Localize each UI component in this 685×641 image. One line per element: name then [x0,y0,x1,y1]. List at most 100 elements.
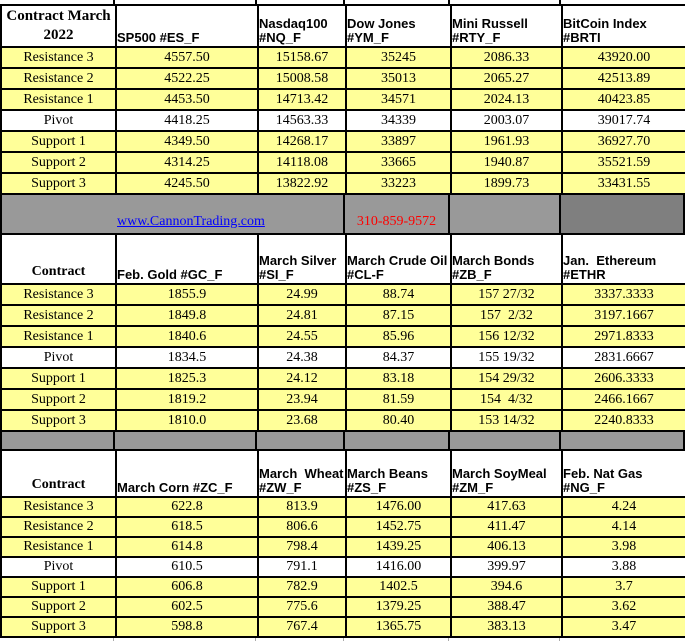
row-support-2: Support 2 1819.2 23.94 81.59 154 4/32 2466.16… [0,388,685,411]
value-cell: 618.5 [115,516,259,538]
banner-dark-cell [561,195,683,233]
value-cell: 24.99 [257,283,347,306]
row-label: Support 2 [0,151,117,174]
value-cell: 1476.00 [345,496,452,518]
row-support-2: Support 2 602.5 775.6 1379.25 388.47 3.62 [0,596,685,618]
row-label: Support 1 [0,576,117,598]
value-cell: 153 14/32 [450,409,563,432]
row-label: Pivot [0,109,117,132]
value-cell: 4557.50 [115,46,259,69]
cannon-trading-link[interactable]: www.CannonTrading.com [117,214,265,229]
value-cell: 602.5 [115,596,259,618]
row-resistance-3: Resistance 3 622.8 813.9 1476.00 417.63 4.24 [0,496,685,518]
value-cell: 2240.8333 [561,409,685,432]
top-gridline-sliver [0,0,685,4]
value-cell: 2065.27 [450,67,563,90]
value-cell: 80.40 [345,409,452,432]
row-support-1: Support 1 606.8 782.9 1402.5 394.6 3.7 [0,576,685,598]
value-cell: 157 27/32 [450,283,563,306]
value-cell: 394.6 [450,576,563,598]
row-pivot: Pivot 4418.25 14563.33 34339 2003.07 39017.74 [0,109,685,132]
row-label: Resistance 3 [0,283,117,306]
value-cell: 2831.6667 [561,346,685,369]
value-cell: 35245 [345,46,452,69]
value-cell: 1899.73 [450,172,563,195]
row-resistance-2: Resistance 2 618.5 806.6 1452.75 411.47 4.14 [0,516,685,538]
row-label: Resistance 2 [0,67,117,90]
banner-empty-cell [450,195,561,233]
value-cell: 14118.08 [257,151,347,174]
row-label: Resistance 2 [0,516,117,538]
value-cell: 406.13 [450,536,563,558]
value-cell: 14713.42 [257,88,347,111]
value-cell: 383.13 [450,616,563,638]
separator-cell [450,432,561,449]
row-resistance-1: Resistance 1 1840.6 24.55 85.96 156 12/32 297… [0,325,685,348]
row-support-3: Support 3 1810.0 23.68 80.40 153 14/32 2240.8… [0,409,685,432]
row-label: Support 2 [0,596,117,618]
column-header: Mini Russell #RTY_F [450,4,563,48]
separator-cell [2,432,115,449]
value-cell: 24.12 [257,367,347,390]
gridline-tick [255,0,257,4]
value-cell: 4453.50 [115,88,259,111]
value-cell: 33223 [345,172,452,195]
row-support-3: Support 3 598.8 767.4 1365.75 383.13 3.47 [0,616,685,638]
value-cell: 791.1 [257,556,347,578]
value-cell: 1439.25 [345,536,452,558]
value-cell: 2971.8333 [561,325,685,348]
phone-number: 310-859-9572 [356,214,437,229]
value-cell: 1810.0 [115,409,259,432]
value-cell: 24.38 [257,346,347,369]
value-cell: 1379.25 [345,596,452,618]
value-cell: 4314.25 [115,151,259,174]
value-cell: 610.5 [115,556,259,578]
separator-cell [115,432,257,449]
value-cell: 85.96 [345,325,452,348]
value-cell: 4245.50 [115,172,259,195]
value-cell: 154 4/32 [450,388,563,411]
corner-header: Contract [0,449,117,498]
value-cell: 767.4 [257,616,347,638]
value-cell: 1402.5 [345,576,452,598]
value-cell: 3.62 [561,596,685,618]
value-cell: 81.59 [345,388,452,411]
value-cell: 39017.74 [561,109,685,132]
column-header: March Corn #ZC_F [115,449,259,498]
column-header: March Bonds #ZB_F [450,233,563,285]
row-label: Resistance 1 [0,88,117,111]
value-cell: 614.8 [115,536,259,558]
gridline-tick [448,0,450,4]
row-pivot: Pivot 610.5 791.1 1416.00 399.97 3.88 [0,556,685,578]
value-cell: 15158.67 [257,46,347,69]
value-cell: 1825.3 [115,367,259,390]
value-cell: 813.9 [257,496,347,518]
column-header: March Beans #ZS_F [345,449,452,498]
value-cell: 35013 [345,67,452,90]
value-cell: 806.6 [257,516,347,538]
column-header: SP500 #ES_F [115,4,259,48]
value-cell: 2466.1667 [561,388,685,411]
value-cell: 417.63 [450,496,563,518]
value-cell: 598.8 [115,616,259,638]
row-label: Support 3 [0,172,117,195]
value-cell: 43920.00 [561,46,685,69]
value-cell: 33897 [345,130,452,153]
value-cell: 4418.25 [115,109,259,132]
value-cell: 411.47 [450,516,563,538]
value-cell: 24.55 [257,325,347,348]
row-pivot: Pivot 1834.5 24.38 84.37 155 19/32 2831.6667 [0,346,685,369]
value-cell: 3.98 [561,536,685,558]
separator-cell [345,432,450,449]
value-cell: 3.88 [561,556,685,578]
value-cell: 40423.85 [561,88,685,111]
column-header: Feb. Nat Gas #NG_F [561,449,685,498]
value-cell: 13822.92 [257,172,347,195]
value-cell: 1940.87 [450,151,563,174]
value-cell: 35521.59 [561,151,685,174]
value-cell: 3.7 [561,576,685,598]
value-cell: 36927.70 [561,130,685,153]
value-cell: 33431.55 [561,172,685,195]
contact-banner: www.CannonTrading.com 310-859-9572 [0,195,685,233]
row-label: Resistance 3 [0,496,117,518]
